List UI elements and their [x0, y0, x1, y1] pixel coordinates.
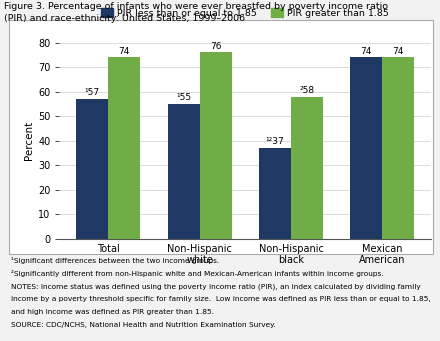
Text: 74: 74 — [361, 47, 372, 56]
Text: (PIR) and race-ethnicity: United States, 1999–2006: (PIR) and race-ethnicity: United States,… — [4, 14, 246, 23]
Bar — [350, 57, 382, 239]
Text: 74: 74 — [392, 47, 404, 56]
Bar — [108, 57, 140, 239]
Text: ²Significantly different from non-Hispanic white and Mexican-American infants wi: ²Significantly different from non-Hispan… — [11, 270, 384, 278]
Y-axis label: Percent: Percent — [24, 121, 34, 160]
Text: ¹Significant differences between the two income groups.: ¹Significant differences between the two… — [11, 257, 219, 265]
Text: 74: 74 — [118, 47, 130, 56]
Bar — [76, 99, 108, 239]
Legend: PIR less than or equal to 1.85, PIR greater than 1.85: PIR less than or equal to 1.85, PIR grea… — [98, 4, 393, 21]
Text: ¹²37: ¹²37 — [266, 137, 284, 146]
Text: ¹57: ¹57 — [85, 88, 100, 97]
Bar — [200, 53, 231, 239]
Text: ²58: ²58 — [299, 86, 315, 95]
Bar — [291, 97, 323, 239]
Bar — [168, 104, 200, 239]
Text: Figure 3. Percentage of infants who were ever breastfed by poverty income ratio: Figure 3. Percentage of infants who were… — [4, 2, 389, 11]
Text: NOTES: Income status was defined using the poverty income ratio (PIR), an index : NOTES: Income status was defined using t… — [11, 283, 421, 290]
Text: ¹55: ¹55 — [176, 93, 191, 102]
Text: income by a poverty threshold specific for family size.  Low income was defined : income by a poverty threshold specific f… — [11, 296, 431, 302]
Text: 76: 76 — [210, 42, 221, 51]
Bar — [382, 57, 414, 239]
Text: and high income was defined as PIR greater than 1.85.: and high income was defined as PIR great… — [11, 309, 214, 315]
Text: SOURCE: CDC/NCHS, National Health and Nutrition Examination Survey.: SOURCE: CDC/NCHS, National Health and Nu… — [11, 322, 276, 328]
Bar — [259, 148, 291, 239]
